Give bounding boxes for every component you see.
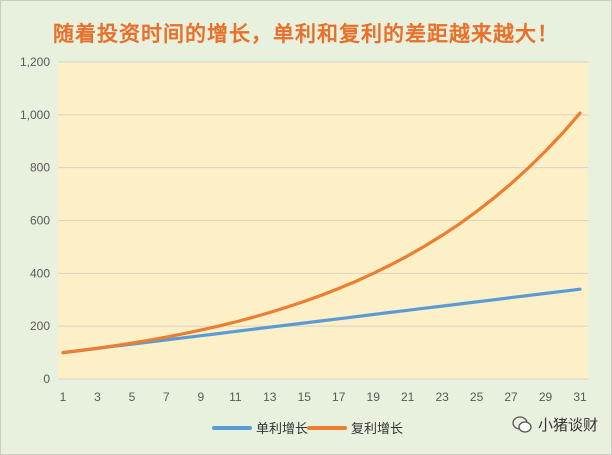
x-tick-label: 1 (60, 390, 67, 404)
watermark-text: 小猪谈财 (538, 416, 599, 434)
y-tick-label: 1,000 (20, 108, 50, 122)
legend-label-simple: 单利增长 (256, 422, 309, 437)
x-tick-label: 5 (129, 390, 136, 404)
y-tick-label: 800 (30, 161, 50, 175)
watermark: 小猪谈财 (512, 414, 598, 435)
y-tick-label: 200 (30, 319, 50, 333)
y-tick-label: 400 (30, 266, 50, 280)
legend: 单利增长 复利增长 (0, 418, 612, 438)
x-tick-label: 29 (539, 390, 553, 404)
series-lines (61, 111, 582, 355)
legend-swatch-simple (212, 425, 252, 430)
x-tick-label: 19 (367, 390, 381, 404)
x-tick-label: 7 (163, 390, 170, 404)
y-tick-label: 600 (30, 214, 50, 228)
wechat-icon (512, 415, 532, 433)
legend-item-simple: 单利增长 (212, 418, 308, 437)
x-tick-label: 11 (229, 390, 242, 404)
gridlines (58, 61, 588, 380)
x-tick-label: 3 (94, 390, 101, 404)
y-tick-label: 0 (43, 372, 50, 386)
x-tick-label: 9 (198, 390, 205, 404)
series-line-compound (61, 111, 582, 355)
x-tick-label: 31 (573, 390, 587, 404)
x-tick-label: 21 (401, 390, 415, 404)
x-tick-label: 15 (298, 390, 312, 404)
x-axis-ticks: 1 3 5 7 9 11 13 15 17 19 21 23 25 27 29 31 (60, 390, 587, 404)
x-tick-label: 25 (470, 390, 484, 404)
x-tick-label: 27 (504, 390, 518, 404)
x-tick-label: 17 (332, 390, 346, 404)
legend-swatch-compound (307, 425, 347, 430)
y-axis-ticks: 0 200 400 600 800 1,000 1,200 (20, 55, 50, 386)
legend-item-compound: 复利增长 (307, 418, 403, 437)
chart-title: 随着投资时间的增长，单利和复利的差距越来越大！ (53, 22, 559, 46)
x-tick-label: 23 (435, 390, 449, 404)
x-tick-label: 13 (263, 390, 277, 404)
series-line-simple (61, 287, 582, 355)
y-tick-label: 1,200 (20, 55, 50, 69)
legend-label-compound: 复利增长 (351, 422, 404, 437)
